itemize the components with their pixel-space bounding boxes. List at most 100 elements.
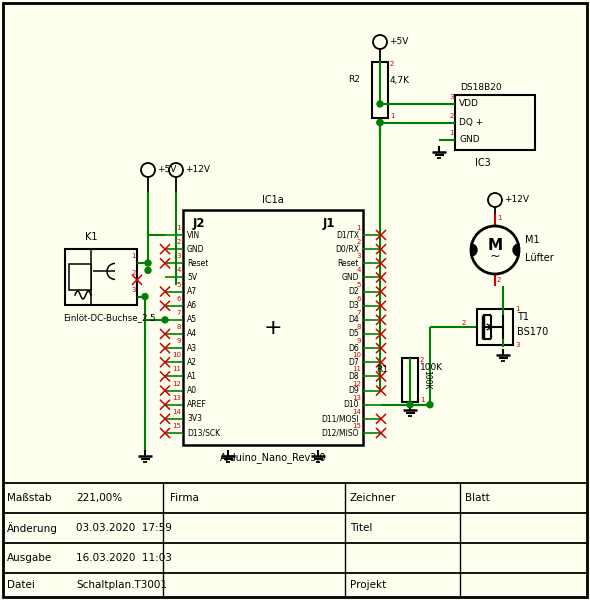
Text: A2: A2 xyxy=(187,358,197,367)
Text: 13: 13 xyxy=(172,395,181,401)
Bar xyxy=(455,95,535,150)
Text: 1: 1 xyxy=(390,113,395,119)
Circle shape xyxy=(471,226,519,274)
Circle shape xyxy=(145,268,151,274)
Circle shape xyxy=(377,119,383,125)
Text: A4: A4 xyxy=(187,329,197,338)
Text: D4: D4 xyxy=(348,316,359,325)
Text: Änderung: Änderung xyxy=(7,522,58,534)
Text: 15: 15 xyxy=(352,423,361,429)
Text: 2: 2 xyxy=(390,61,394,67)
Text: 2: 2 xyxy=(420,357,424,363)
Text: 6: 6 xyxy=(356,296,361,302)
Text: Reset: Reset xyxy=(337,259,359,268)
Wedge shape xyxy=(513,244,519,256)
Text: 8: 8 xyxy=(356,324,361,330)
Text: Einlöt-DC-Buchse_2.5: Einlöt-DC-Buchse_2.5 xyxy=(63,313,156,323)
Circle shape xyxy=(145,260,151,266)
Bar xyxy=(69,264,91,290)
Text: 3: 3 xyxy=(356,253,361,259)
Text: 2: 2 xyxy=(356,239,361,245)
Text: Firma: Firma xyxy=(170,493,199,503)
Text: 2: 2 xyxy=(461,320,466,326)
Text: 1: 1 xyxy=(515,306,520,312)
Text: Reset: Reset xyxy=(187,259,208,268)
Text: Arduino_Nano_Rev3.0: Arduino_Nano_Rev3.0 xyxy=(219,452,326,463)
Text: 16.03.2020  11:03: 16.03.2020 11:03 xyxy=(76,553,172,563)
Text: +12V: +12V xyxy=(185,166,210,175)
Text: 2: 2 xyxy=(497,277,502,283)
Text: 5: 5 xyxy=(356,281,361,287)
Text: 6: 6 xyxy=(176,296,181,302)
Text: 3: 3 xyxy=(450,94,454,100)
Circle shape xyxy=(427,402,433,408)
Text: 9: 9 xyxy=(356,338,361,344)
Circle shape xyxy=(142,293,148,299)
Bar xyxy=(65,249,137,305)
Text: 1: 1 xyxy=(132,253,136,259)
Text: D13/SCK: D13/SCK xyxy=(187,428,220,437)
Text: A7: A7 xyxy=(187,287,197,296)
Text: +5V: +5V xyxy=(157,166,176,175)
Circle shape xyxy=(162,317,168,323)
Circle shape xyxy=(377,101,383,107)
Text: 11: 11 xyxy=(172,367,181,373)
Text: M1: M1 xyxy=(525,235,540,245)
Text: D6: D6 xyxy=(348,344,359,353)
Text: J1: J1 xyxy=(323,217,336,230)
Text: AREF: AREF xyxy=(187,400,206,409)
Text: 2: 2 xyxy=(176,239,181,245)
Text: 1: 1 xyxy=(420,397,424,403)
Text: Ausgabe: Ausgabe xyxy=(7,553,53,563)
Text: 11: 11 xyxy=(352,367,361,373)
Text: 1: 1 xyxy=(450,130,454,136)
Text: 3: 3 xyxy=(515,342,520,348)
Text: 10: 10 xyxy=(172,352,181,358)
Text: K1: K1 xyxy=(85,232,97,242)
Circle shape xyxy=(373,35,387,49)
Bar xyxy=(477,309,513,345)
Text: 1: 1 xyxy=(497,215,502,221)
Text: 1: 1 xyxy=(356,225,361,231)
Text: 5: 5 xyxy=(176,281,181,287)
Text: T1: T1 xyxy=(517,312,529,322)
Text: A6: A6 xyxy=(187,301,197,310)
Bar xyxy=(402,358,418,402)
Text: 10: 10 xyxy=(352,352,361,358)
Text: D12/MISO: D12/MISO xyxy=(322,428,359,437)
Text: 221,00%: 221,00% xyxy=(76,493,122,503)
Circle shape xyxy=(488,193,502,207)
Text: ~: ~ xyxy=(490,250,500,263)
Text: Blatt: Blatt xyxy=(465,493,490,503)
Text: 3: 3 xyxy=(132,287,136,293)
Text: 100K: 100K xyxy=(420,364,443,373)
Text: A3: A3 xyxy=(187,344,197,353)
Text: Titel: Titel xyxy=(350,523,372,533)
Text: Maßstab: Maßstab xyxy=(7,493,51,503)
Bar xyxy=(183,210,363,445)
Text: BS170: BS170 xyxy=(517,327,548,337)
Text: Projekt: Projekt xyxy=(350,580,386,590)
Text: 14: 14 xyxy=(352,409,361,415)
Text: D3: D3 xyxy=(348,301,359,310)
Bar xyxy=(372,62,388,118)
Text: 14: 14 xyxy=(172,409,181,415)
Text: +5V: +5V xyxy=(389,37,408,46)
Text: 4: 4 xyxy=(176,268,181,274)
Text: D5: D5 xyxy=(348,329,359,338)
Text: 7: 7 xyxy=(356,310,361,316)
Text: Lüfter: Lüfter xyxy=(525,253,554,263)
Circle shape xyxy=(169,163,183,177)
Text: 15: 15 xyxy=(172,423,181,429)
Text: 100K: 100K xyxy=(422,370,431,390)
Text: 3: 3 xyxy=(176,253,181,259)
Text: A1: A1 xyxy=(187,372,197,381)
Text: GND: GND xyxy=(459,136,480,145)
Text: GND: GND xyxy=(342,273,359,282)
Text: IC1a: IC1a xyxy=(262,195,284,205)
Text: 03.03.2020  17:59: 03.03.2020 17:59 xyxy=(76,523,172,533)
Text: 2: 2 xyxy=(132,270,136,276)
Text: 9: 9 xyxy=(176,338,181,344)
Text: 12: 12 xyxy=(172,380,181,386)
Text: 2: 2 xyxy=(450,113,454,118)
